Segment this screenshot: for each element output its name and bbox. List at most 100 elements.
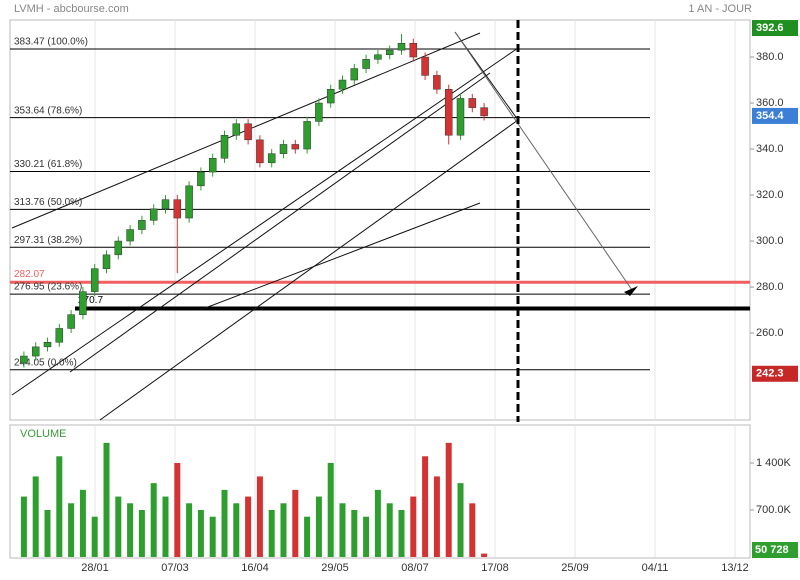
x-tick-label: 25/09 bbox=[561, 562, 589, 574]
volume-tick-label: 700.0K bbox=[756, 504, 792, 516]
candle-body bbox=[480, 107, 488, 117]
candle-body bbox=[267, 153, 276, 164]
candle-body bbox=[232, 123, 241, 136]
volume-bar bbox=[245, 496, 252, 557]
chart-subtitle: 1 AN - JOUR bbox=[688, 3, 752, 15]
y-tick-label: 320.0 bbox=[756, 189, 784, 201]
chart-title: LVMH - abcbourse.com bbox=[14, 3, 129, 15]
candle-body bbox=[79, 291, 87, 315]
candle-body bbox=[244, 123, 252, 141]
volume-bar bbox=[209, 516, 216, 557]
candle-body bbox=[315, 102, 323, 122]
candle-body bbox=[161, 199, 170, 210]
candle-body bbox=[197, 171, 205, 187]
x-tick-label: 07/03 bbox=[161, 562, 189, 574]
volume-bar bbox=[481, 553, 488, 557]
y-tick-label: 360.0 bbox=[756, 97, 784, 109]
background-layer bbox=[10, 20, 750, 557]
volume-bar bbox=[398, 510, 405, 557]
candle-body bbox=[291, 144, 300, 150]
price-marker-label: 242.3 bbox=[756, 368, 784, 380]
candle-body bbox=[173, 199, 182, 219]
volume-bar bbox=[32, 476, 39, 557]
candle-body bbox=[220, 134, 229, 159]
volume-bar bbox=[268, 510, 275, 557]
y-tick-label: 280.0 bbox=[756, 281, 784, 293]
volume-bar bbox=[44, 510, 51, 557]
x-tick-label: 04/11 bbox=[642, 562, 669, 574]
x-tick-label: 16/04 bbox=[241, 562, 269, 574]
candle-body bbox=[102, 254, 111, 269]
volume-bar bbox=[68, 503, 75, 557]
candle-body bbox=[409, 42, 418, 58]
price-marker-label: 392.6 bbox=[756, 22, 784, 34]
candle-body bbox=[67, 314, 75, 329]
candle-body bbox=[303, 121, 311, 150]
volume-bar bbox=[339, 503, 346, 557]
candle-body bbox=[468, 98, 477, 108]
candle-body bbox=[126, 229, 134, 242]
price-panel bbox=[9, 19, 751, 421]
y-tick-label: 300.0 bbox=[756, 235, 784, 247]
volume-bar bbox=[233, 503, 240, 557]
price-marker bbox=[752, 107, 798, 124]
candle-body bbox=[385, 49, 394, 55]
candle-body bbox=[185, 185, 193, 219]
volume-panel bbox=[9, 424, 751, 559]
y-tick-label: 380.0 bbox=[756, 51, 784, 63]
price-marker bbox=[752, 365, 798, 382]
candle-body bbox=[338, 79, 347, 90]
candle-body bbox=[421, 56, 429, 76]
volume-bar bbox=[422, 456, 429, 557]
volume-bar bbox=[351, 510, 358, 557]
trend-line bbox=[199, 202, 481, 311]
volume-bar bbox=[127, 503, 134, 557]
fibonacci-label: 383.47 (100.0%) bbox=[14, 37, 88, 48]
volume-bar bbox=[91, 516, 98, 557]
fibonacci-label: 330.21 (61.8%) bbox=[14, 159, 82, 170]
fibonacci-label: 297.31 (38.2%) bbox=[14, 235, 82, 246]
volume-bar bbox=[20, 496, 27, 557]
volume-bar bbox=[138, 510, 145, 557]
volume-marker-label: 50 728 bbox=[755, 544, 789, 556]
x-tick-label: 28/01 bbox=[81, 562, 109, 574]
volume-bar bbox=[410, 496, 417, 557]
volume-bar bbox=[386, 503, 393, 557]
candle-body bbox=[31, 346, 40, 357]
volume-bar bbox=[103, 442, 110, 557]
candle-body bbox=[279, 144, 288, 154]
volume-bar bbox=[433, 476, 440, 557]
fibonacci-label: 353.64 (78.6%) bbox=[14, 105, 82, 116]
price-marker bbox=[752, 20, 798, 37]
volume-bar bbox=[197, 510, 204, 557]
arrow-head bbox=[624, 286, 638, 296]
candle-body bbox=[433, 75, 441, 90]
candle-body bbox=[374, 54, 382, 60]
candle-body bbox=[350, 68, 359, 81]
trend-lines bbox=[11, 20, 638, 422]
trend-line bbox=[99, 119, 519, 421]
candle-body bbox=[444, 88, 453, 136]
volume-marker bbox=[752, 542, 798, 558]
level-label: 282.07 bbox=[14, 269, 45, 280]
volume-bar bbox=[315, 496, 322, 557]
fibonacci-label: 244.05 (0.0%) bbox=[14, 357, 77, 368]
volume-bar bbox=[457, 483, 464, 557]
candle-body bbox=[114, 240, 123, 256]
volume-bar bbox=[150, 483, 157, 557]
volume-bar bbox=[256, 476, 263, 557]
fibonacci-label: 313.76 (50.0%) bbox=[14, 197, 82, 208]
level-label: 270.7 bbox=[78, 295, 103, 306]
candle-body bbox=[456, 98, 465, 136]
candle-body bbox=[20, 355, 28, 364]
volume-bar bbox=[79, 489, 86, 557]
volume-bar bbox=[304, 516, 311, 557]
candle-body bbox=[149, 208, 158, 221]
volume-bar bbox=[374, 489, 381, 557]
arrow-line bbox=[454, 31, 633, 291]
volume-bar bbox=[327, 463, 334, 557]
trend-line bbox=[11, 47, 519, 396]
volume-bar bbox=[186, 503, 193, 557]
volume-bar bbox=[115, 496, 122, 557]
candle-body bbox=[397, 42, 406, 51]
